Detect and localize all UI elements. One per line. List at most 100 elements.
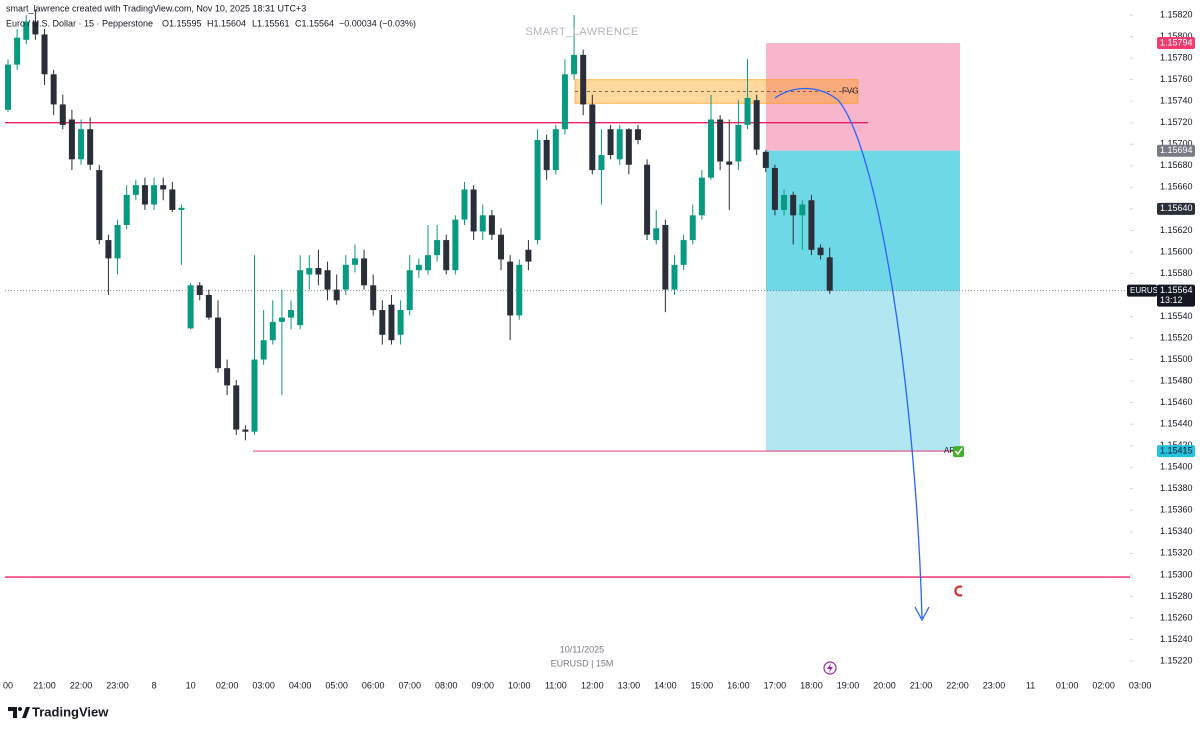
x-tick-label: 10: [186, 680, 196, 690]
x-tick-label: 13:00: [618, 680, 641, 690]
candle-body: [470, 189, 477, 232]
candle-body: [87, 129, 94, 165]
x-tick-label: 12:00: [581, 680, 604, 690]
candle-body: [251, 359, 258, 432]
candle-body: [516, 264, 523, 316]
candle-body: [625, 129, 632, 165]
candle-body: [415, 264, 422, 271]
candle-body: [315, 268, 322, 275]
candle-body: [680, 240, 687, 265]
current-price-box: [1157, 284, 1195, 307]
candle-body: [196, 285, 203, 295]
candle-body: [662, 225, 669, 290]
candle-body: [644, 164, 651, 235]
candle-body: [634, 129, 641, 140]
candle-body: [370, 285, 377, 311]
brand-name: TradingView: [32, 704, 109, 719]
y-tick-label: 1.15280: [1160, 591, 1193, 601]
candle-body: [671, 264, 678, 290]
x-tick-label: 15:00: [691, 680, 714, 690]
magnet-icon: [954, 585, 963, 597]
candle-body: [698, 177, 705, 216]
candle-body: [342, 264, 349, 290]
y-tick-label: 1.15620: [1160, 225, 1193, 235]
y-tick-label: 1.15220: [1160, 655, 1193, 665]
y-tick-label: 1.15600: [1160, 246, 1193, 256]
brand-logo: TradingView: [8, 704, 109, 719]
candle-body: [14, 37, 21, 65]
ohlc-close: C1.15564: [295, 18, 334, 28]
y-tick-label: 1.15580: [1160, 268, 1193, 278]
price-label: 1.15415: [1160, 445, 1193, 455]
candle-body: [397, 310, 404, 335]
x-tick-label: 17:00: [764, 680, 787, 690]
candle-body: [498, 234, 505, 260]
price-label: 1.15794: [1160, 37, 1193, 47]
candle-body: [598, 155, 605, 171]
candle-body: [178, 207, 185, 210]
x-tick-label: 18:00: [800, 680, 823, 690]
x-tick-label: 03:00: [252, 680, 275, 690]
candle-body: [406, 270, 413, 311]
candle-body: [132, 185, 139, 195]
candle-body: [708, 119, 715, 178]
x-tick-label: 23:00: [106, 680, 129, 690]
check-icon: [953, 446, 964, 458]
candle-body: [616, 129, 623, 160]
candle-body: [68, 119, 75, 160]
x-tick-label: 02:00: [1092, 680, 1115, 690]
ohlc-low: L1.15561: [252, 18, 290, 28]
candle-body: [23, 21, 30, 40]
y-tick-label: 1.15460: [1160, 397, 1193, 407]
price-label-box: [1157, 445, 1195, 458]
alert-icon: [823, 661, 837, 675]
date-label: 10/11/2025: [560, 644, 604, 654]
candle-body: [187, 285, 194, 329]
x-tick-label: 22:00: [946, 680, 969, 690]
x-tick-label: 23:00: [983, 680, 1006, 690]
candle-body: [169, 189, 176, 210]
candle-body: [114, 225, 121, 259]
candle-body: [781, 194, 788, 210]
candle-body: [534, 139, 541, 241]
candle-body: [105, 240, 112, 259]
projection-arrowhead: [914, 606, 930, 622]
candle-body: [817, 247, 824, 256]
candle-body: [5, 64, 11, 110]
x-tick-label: 00: [3, 680, 13, 690]
candle-body: [297, 270, 304, 326]
y-tick-label: 1.15420: [1160, 440, 1193, 450]
stop-zone: [766, 43, 960, 151]
candle-body: [589, 104, 596, 171]
candle-body: [452, 219, 459, 271]
y-tick-label: 1.15500: [1160, 354, 1193, 364]
price-label: 1.15640: [1160, 203, 1193, 213]
candle-body: [653, 228, 660, 241]
candle-body: [96, 170, 103, 241]
y-tick-label: 1.15380: [1160, 483, 1193, 493]
countdown-label: 13:12: [1160, 295, 1183, 305]
x-tick-label: 20:00: [873, 680, 896, 690]
candle-body: [443, 240, 450, 271]
candle-body: [726, 161, 733, 165]
candle-body: [361, 258, 368, 286]
candle-body: [278, 317, 285, 322]
symbol-label-box: [1127, 284, 1157, 297]
x-tick-label: 01:00: [1056, 680, 1079, 690]
x-tick-label: 21:00: [910, 680, 933, 690]
candle-body: [333, 289, 340, 301]
x-tick-label: 19:00: [837, 680, 860, 690]
y-tick-label: 1.15760: [1160, 74, 1193, 84]
candle-body: [571, 54, 578, 75]
candle-body: [151, 185, 158, 205]
candle-body: [507, 261, 514, 316]
price-label-box: [1157, 37, 1195, 50]
x-tick-label: 11: [1026, 680, 1035, 690]
candle-body: [826, 257, 833, 291]
interval-label: EURUSD | 15M: [551, 658, 614, 668]
candle-body: [224, 368, 231, 386]
candle-body: [288, 310, 295, 318]
candle-body: [123, 194, 130, 225]
x-tick-label: 04:00: [289, 680, 312, 690]
x-tick-label: 14:00: [654, 680, 677, 690]
